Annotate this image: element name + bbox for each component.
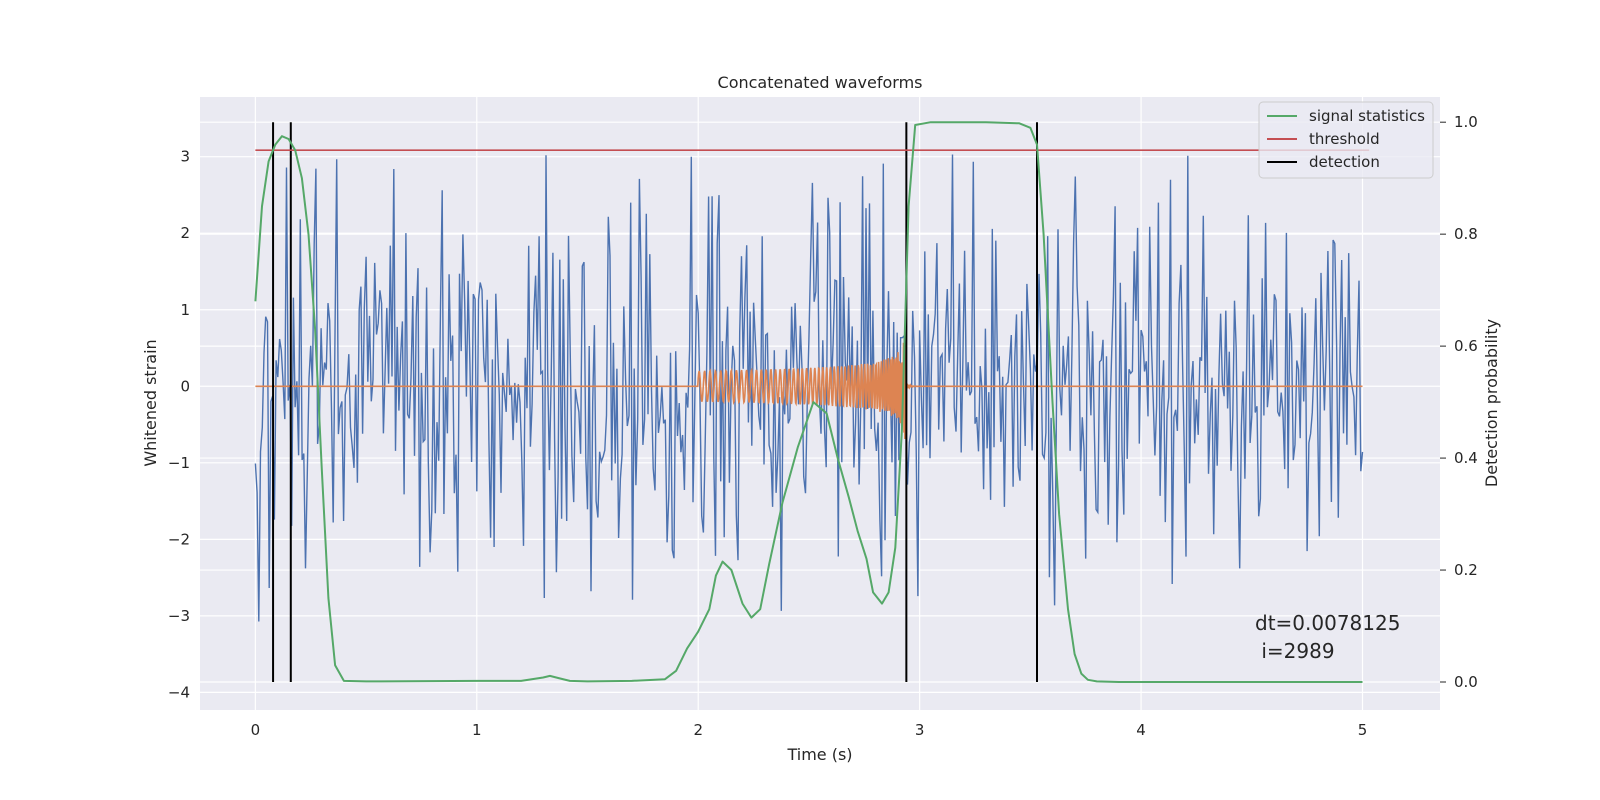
- y-right-tick-label: 0.0: [1454, 673, 1478, 691]
- annotation-dt: dt=0.0078125: [1255, 611, 1400, 635]
- series-injected-chirp: [255, 338, 1363, 440]
- legend-frame: [1258, 101, 1434, 179]
- y-axis-right-label: Detection probability: [1482, 319, 1501, 487]
- y-axis-left-label: Whitened strain: [141, 339, 160, 466]
- y-left-tick-label: 0: [180, 377, 190, 395]
- x-tick-label: 4: [1136, 721, 1146, 739]
- series-layer: [254, 121, 1370, 683]
- series-signal-statistics: [254, 121, 1363, 683]
- x-tick-label: 2: [693, 721, 703, 739]
- y-axis-right-ticks: 0.0 0.2 0.4 0.6 0.8 1.0: [1440, 113, 1478, 691]
- x-axis-ticks: 0 1 2 3 4 5: [251, 721, 1368, 739]
- legend-label-detection: detection: [1309, 153, 1380, 171]
- y-left-tick-label: 1: [180, 301, 190, 319]
- y-right-tick-label: 0.6: [1454, 337, 1478, 355]
- x-tick-label: 0: [251, 721, 261, 739]
- grid-lines: [200, 97, 1440, 710]
- y-right-tick-label: 0.2: [1454, 561, 1478, 579]
- chart-title: Concatenated waveforms: [718, 73, 923, 92]
- y-right-tick-label: 0.4: [1454, 449, 1478, 467]
- legend: signal statistics threshold detection: [1258, 101, 1434, 179]
- x-tick-label: 5: [1358, 721, 1368, 739]
- y-right-tick-label: 0.8: [1454, 225, 1478, 243]
- y-left-tick-label: 2: [180, 224, 190, 242]
- y-left-tick-label: −4: [168, 683, 190, 701]
- annotation-index: i=2989: [1255, 639, 1335, 663]
- y-left-tick-label: −1: [168, 454, 190, 472]
- legend-label-threshold: threshold: [1309, 130, 1380, 148]
- y-left-tick-label: −3: [168, 607, 190, 625]
- series-whitened-strain: [254, 154, 1364, 622]
- legend-label-signal-statistics: signal statistics: [1309, 107, 1425, 125]
- y-left-tick-label: −2: [168, 530, 190, 548]
- y-left-tick-label: 3: [180, 148, 190, 166]
- x-axis-label: Time (s): [786, 745, 852, 764]
- x-tick-label: 3: [915, 721, 925, 739]
- x-tick-label: 1: [472, 721, 482, 739]
- y-axis-left-ticks: −4 −3 −2 −1 0 1 2 3: [168, 148, 190, 702]
- y-right-tick-label: 1.0: [1454, 113, 1478, 131]
